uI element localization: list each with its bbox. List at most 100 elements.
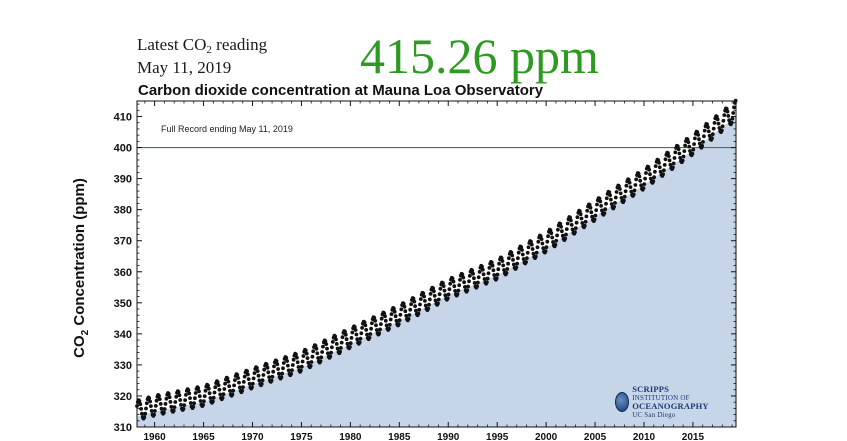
data-point [516, 256, 520, 261]
data-point [590, 214, 594, 219]
data-point [295, 355, 299, 360]
data-point [266, 370, 271, 375]
data-point [393, 314, 398, 319]
data-point [578, 209, 582, 214]
data-point [470, 268, 475, 273]
data-point [725, 109, 730, 114]
data-point [726, 114, 731, 118]
data-point [450, 276, 455, 281]
data-point [139, 407, 144, 411]
data-point [261, 373, 266, 377]
data-point [554, 238, 559, 243]
data-point [510, 253, 515, 258]
data-point [556, 227, 560, 232]
data-point [525, 256, 529, 260]
data-point [301, 354, 306, 358]
data-point [511, 258, 515, 262]
data-point [692, 142, 696, 147]
data-point [613, 201, 617, 205]
data-point [600, 208, 604, 213]
data-point [579, 216, 584, 221]
data-point [711, 126, 716, 131]
data-point [680, 158, 685, 163]
data-point [497, 261, 501, 266]
x-tick-label: 1980 [339, 432, 362, 441]
data-point [688, 149, 692, 153]
data-point [519, 245, 524, 249]
data-point [202, 399, 206, 404]
data-point [644, 171, 648, 175]
data-point [227, 384, 232, 389]
latest-reading-label: Latest CO2 reading May 11, 2019 [137, 35, 268, 77]
y-tick-label: 400 [114, 143, 132, 155]
latest-reading-value: 415.26 ppm [360, 28, 599, 84]
data-point [378, 327, 382, 332]
data-point [235, 373, 240, 377]
data-point [212, 390, 217, 395]
data-point [364, 328, 369, 332]
data-point [359, 331, 364, 336]
data-point [304, 351, 309, 356]
data-point [350, 330, 355, 335]
data-point [707, 133, 712, 138]
data-point [651, 179, 656, 184]
data-point [409, 302, 413, 307]
data-point [445, 296, 450, 301]
x-tick-label: 1965 [192, 432, 215, 441]
data-point [230, 392, 235, 397]
data-point [531, 251, 536, 256]
data-point [578, 212, 583, 217]
data-point [323, 339, 328, 343]
data-point [233, 378, 237, 382]
data-point [369, 326, 373, 331]
data-point [328, 354, 333, 359]
data-point [217, 387, 222, 392]
data-point [245, 369, 250, 374]
chart-annotation: Full Record ending May 11, 2019 [161, 124, 293, 134]
data-point [671, 161, 676, 166]
data-point [418, 302, 422, 307]
data-point [169, 404, 174, 409]
data-point [213, 385, 218, 390]
data-point [573, 230, 577, 235]
data-point [401, 301, 406, 306]
data-point [286, 363, 290, 368]
data-point [360, 326, 364, 330]
data-point [357, 340, 362, 345]
data-point [303, 348, 308, 353]
data-point [570, 227, 575, 232]
data-point [286, 368, 291, 373]
data-point [716, 121, 721, 126]
data-point [426, 306, 431, 311]
data-point [546, 234, 550, 239]
data-point [159, 406, 164, 411]
data-point [265, 365, 270, 370]
data-point [629, 189, 634, 194]
data-point [604, 201, 608, 206]
data-point [482, 277, 487, 281]
data-point [505, 267, 510, 271]
data-point [609, 197, 613, 202]
data-point [569, 223, 574, 227]
data-point [619, 196, 624, 200]
data-point [543, 249, 548, 254]
data-point [535, 245, 540, 250]
data-point [305, 356, 310, 360]
data-point [414, 308, 418, 313]
data-point [197, 394, 202, 399]
data-point [392, 306, 396, 311]
data-point [544, 245, 549, 250]
data-point [143, 411, 148, 416]
data-point [563, 236, 568, 241]
y-tick-label: 320 [114, 391, 132, 403]
data-point [220, 396, 225, 400]
data-point [250, 381, 255, 386]
x-tick-label: 1975 [290, 432, 313, 441]
y-tick-label: 390 [114, 174, 132, 186]
data-point [247, 381, 252, 386]
data-point [367, 335, 372, 340]
data-point [408, 307, 413, 312]
data-point [316, 356, 320, 360]
data-point [455, 292, 460, 297]
